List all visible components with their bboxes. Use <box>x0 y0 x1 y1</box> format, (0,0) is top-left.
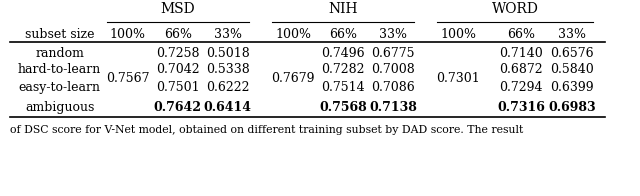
Text: 66%: 66% <box>507 28 535 41</box>
Text: 0.7679: 0.7679 <box>271 72 315 85</box>
Text: 0.7316: 0.7316 <box>497 101 545 114</box>
Text: subset size: subset size <box>25 28 94 41</box>
Text: hard-to-learn: hard-to-learn <box>18 63 101 76</box>
Text: 0.5018: 0.5018 <box>206 47 250 60</box>
Text: 33%: 33% <box>214 28 242 41</box>
Text: 66%: 66% <box>329 28 357 41</box>
Text: 100%: 100% <box>110 28 146 41</box>
Text: of DSC score for V-Net model, obtained on different training subset by DAD score: of DSC score for V-Net model, obtained o… <box>10 125 523 135</box>
Text: 0.7042: 0.7042 <box>156 63 200 76</box>
Text: NIH: NIH <box>328 2 358 16</box>
Text: 33%: 33% <box>557 28 586 41</box>
Text: 0.6872: 0.6872 <box>499 63 543 76</box>
Text: MSD: MSD <box>161 2 195 16</box>
Text: 0.6222: 0.6222 <box>206 81 250 93</box>
Text: 100%: 100% <box>275 28 311 41</box>
Text: random: random <box>35 47 84 60</box>
Text: 0.7501: 0.7501 <box>156 81 200 93</box>
Text: easy-to-learn: easy-to-learn <box>19 81 100 93</box>
Text: 33%: 33% <box>379 28 407 41</box>
Text: 0.7294: 0.7294 <box>499 81 543 93</box>
Text: 0.7258: 0.7258 <box>156 47 200 60</box>
Text: 0.7282: 0.7282 <box>321 63 365 76</box>
Text: 66%: 66% <box>164 28 192 41</box>
Text: 0.7138: 0.7138 <box>369 101 417 114</box>
Text: 0.7567: 0.7567 <box>106 72 150 85</box>
Text: 0.7008: 0.7008 <box>371 63 415 76</box>
Text: 0.7496: 0.7496 <box>321 47 365 60</box>
Text: 0.6983: 0.6983 <box>548 101 596 114</box>
Text: 0.7642: 0.7642 <box>154 101 202 114</box>
Text: 0.7514: 0.7514 <box>321 81 365 93</box>
Text: 0.5840: 0.5840 <box>550 63 594 76</box>
Text: 0.5338: 0.5338 <box>206 63 250 76</box>
Text: 0.6399: 0.6399 <box>550 81 593 93</box>
Text: 0.7140: 0.7140 <box>499 47 543 60</box>
Text: WORD: WORD <box>492 2 538 16</box>
Text: 0.6775: 0.6775 <box>371 47 415 60</box>
Text: 0.7301: 0.7301 <box>436 72 480 85</box>
Text: 100%: 100% <box>440 28 476 41</box>
Text: 0.7568: 0.7568 <box>319 101 367 114</box>
Text: 0.7086: 0.7086 <box>371 81 415 93</box>
Text: 0.6576: 0.6576 <box>550 47 593 60</box>
Text: 0.6414: 0.6414 <box>204 101 252 114</box>
Text: ambiguous: ambiguous <box>25 101 94 114</box>
